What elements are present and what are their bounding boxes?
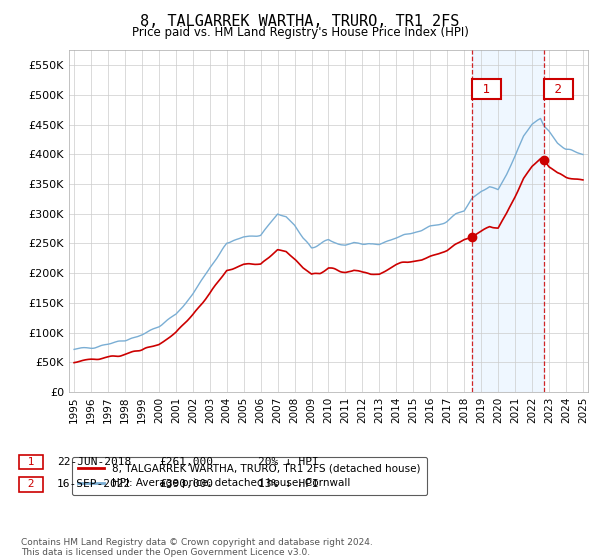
Text: Contains HM Land Registry data © Crown copyright and database right 2024.
This d: Contains HM Land Registry data © Crown c…	[21, 538, 373, 557]
Text: 20% ↓ HPI: 20% ↓ HPI	[258, 457, 319, 467]
Text: 16-SEP-2022: 16-SEP-2022	[57, 479, 131, 489]
Text: 2: 2	[21, 479, 41, 489]
Text: £390,000: £390,000	[159, 479, 213, 489]
Text: 8, TALGARREK WARTHA, TRURO, TR1 2FS: 8, TALGARREK WARTHA, TRURO, TR1 2FS	[140, 14, 460, 29]
Text: Price paid vs. HM Land Registry's House Price Index (HPI): Price paid vs. HM Land Registry's House …	[131, 26, 469, 39]
Text: 1: 1	[21, 457, 41, 467]
Text: 1: 1	[475, 82, 498, 96]
Legend: 8, TALGARREK WARTHA, TRURO, TR1 2FS (detached house), HPI: Average price, detach: 8, TALGARREK WARTHA, TRURO, TR1 2FS (det…	[71, 457, 427, 494]
Text: 2: 2	[547, 82, 570, 96]
Text: 22-JUN-2018: 22-JUN-2018	[57, 457, 131, 467]
Text: £261,000: £261,000	[159, 457, 213, 467]
Text: 13% ↓ HPI: 13% ↓ HPI	[258, 479, 319, 489]
Bar	[472, 50, 544, 392]
